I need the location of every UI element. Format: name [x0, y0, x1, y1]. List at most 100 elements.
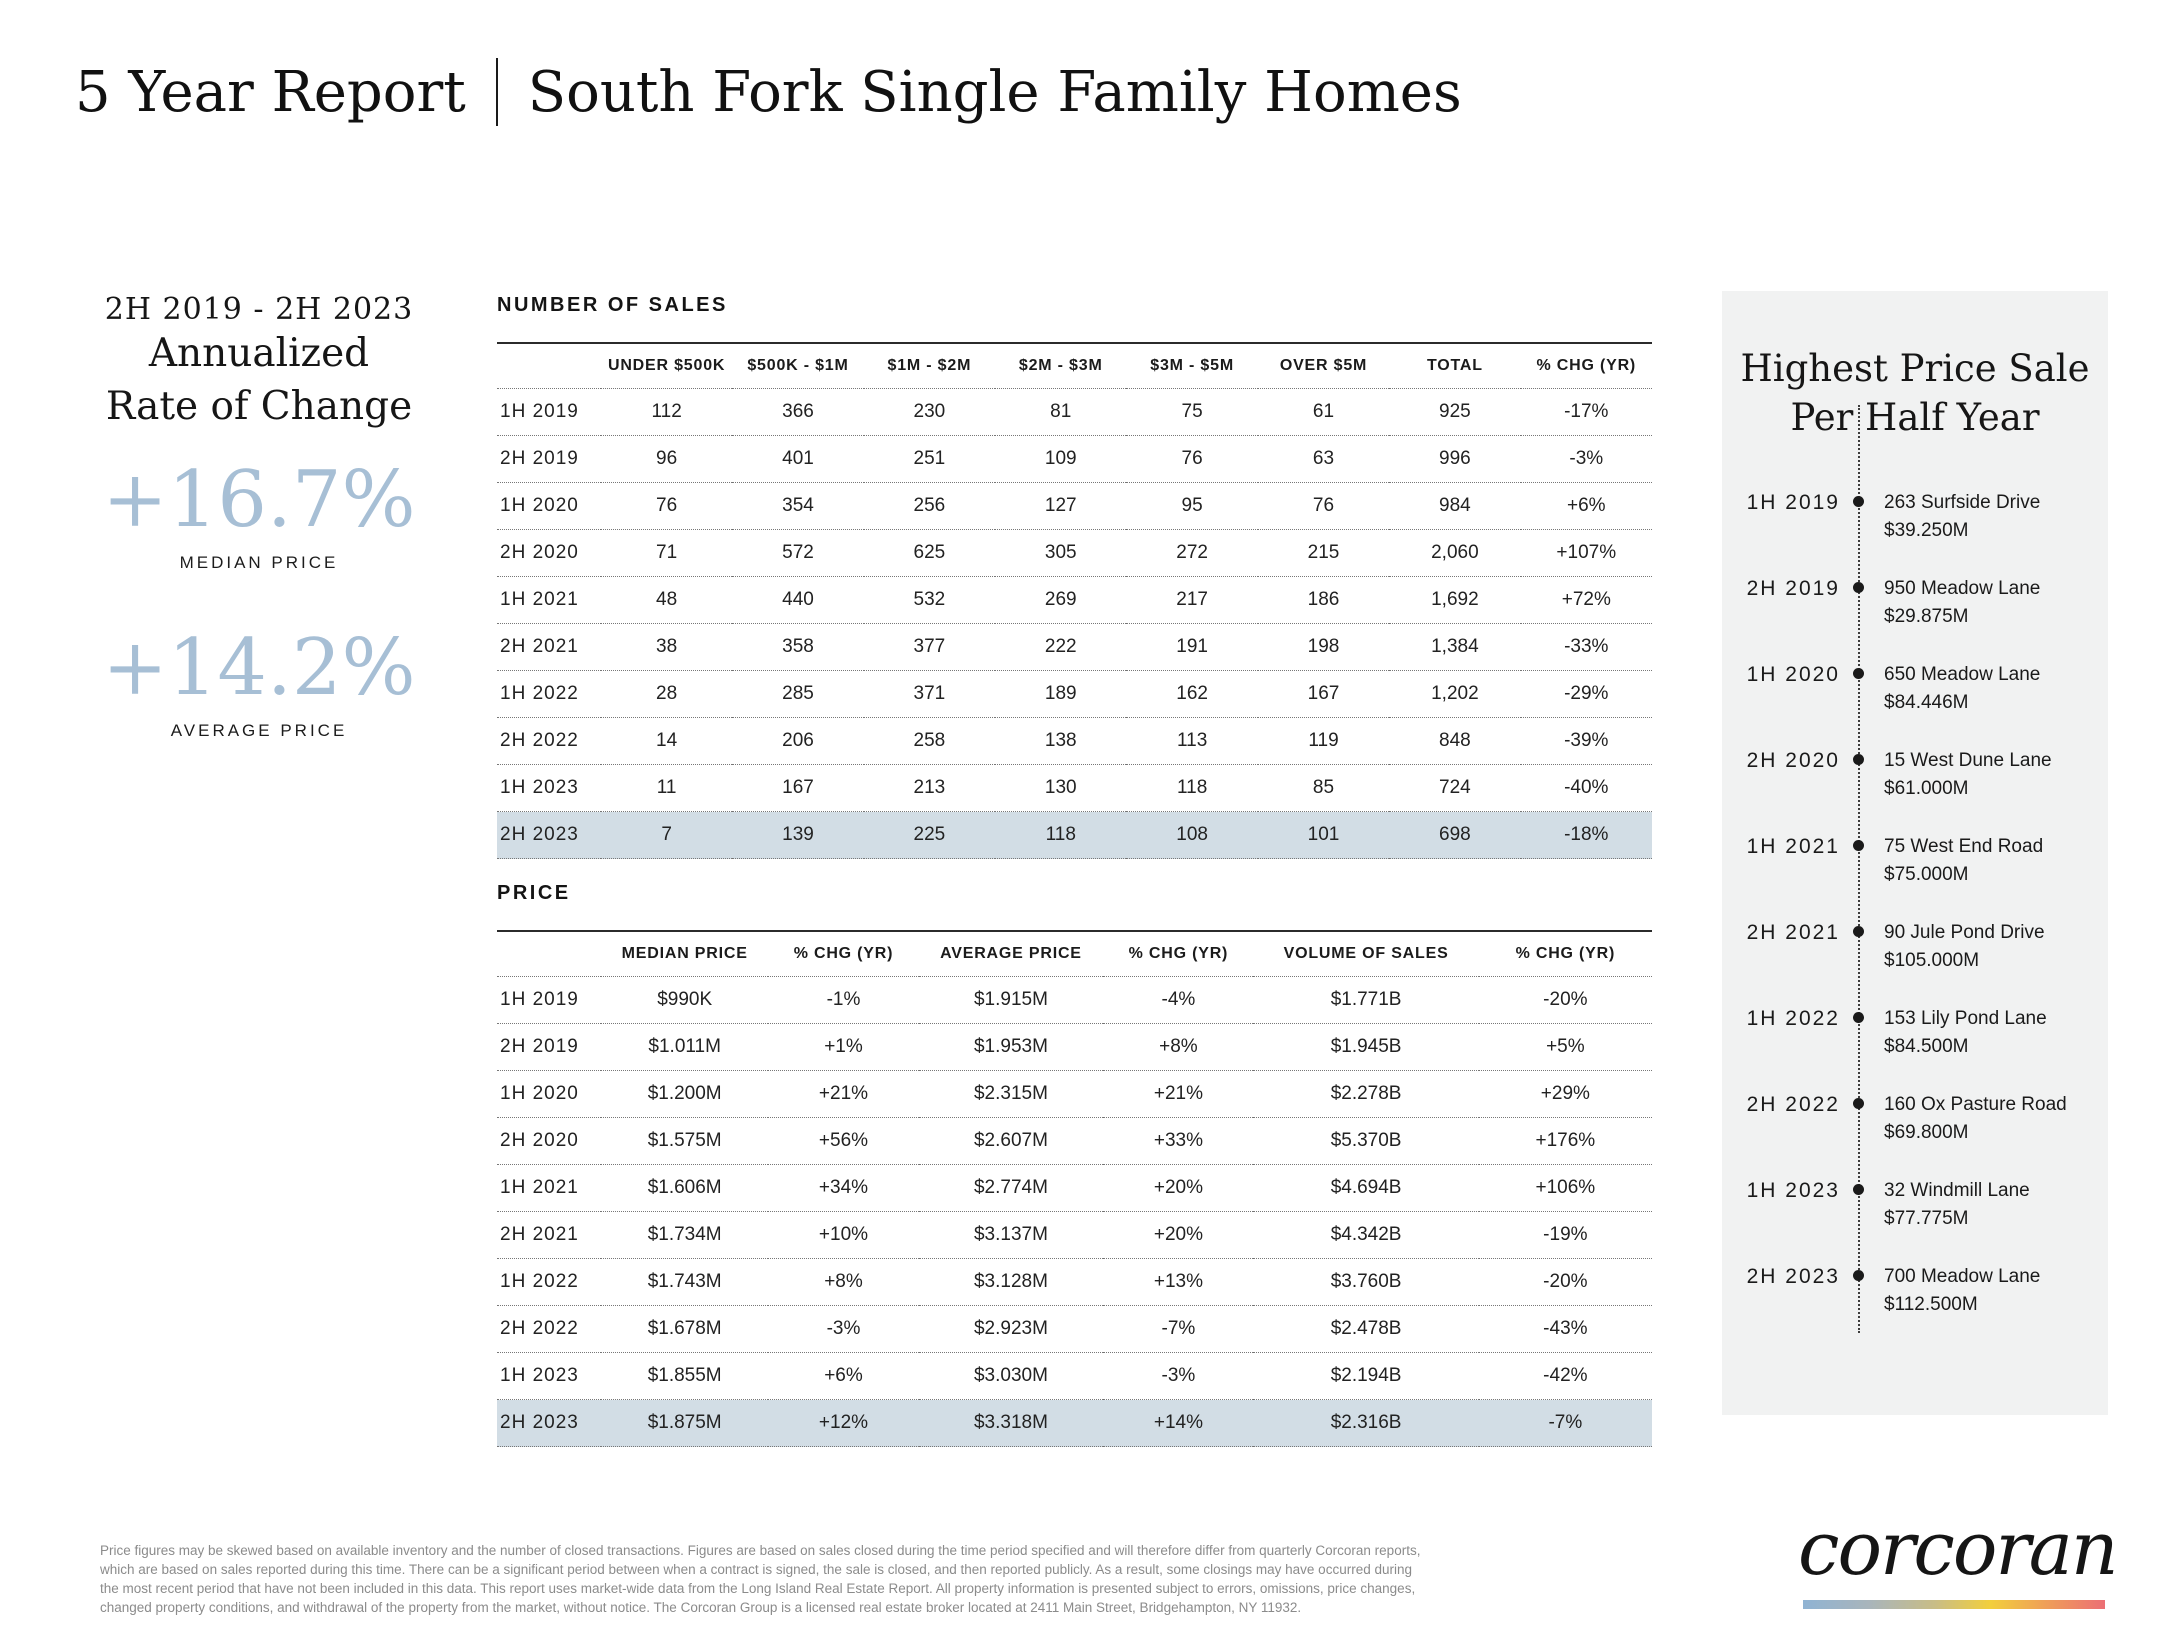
- column-header: TOTAL: [1389, 343, 1521, 389]
- cell-value: -29%: [1520, 670, 1652, 718]
- table-row: 2H 2020 $1.575M +56% $2.607M +33% $5.370B +176…: [497, 1117, 1652, 1165]
- highest-price-title-line2: Per Half Year: [1790, 395, 2040, 439]
- cell-value: $1.945B: [1253, 1023, 1479, 1071]
- table-row: 2H 2020 71 572 625 305 272 215 2,060 +107%: [497, 529, 1652, 577]
- row-period-label: 1H 2019: [497, 976, 601, 1024]
- cell-value: -42%: [1478, 1352, 1652, 1400]
- cell-value: $5.370B: [1253, 1117, 1479, 1165]
- cell-value: $1.743M: [600, 1258, 769, 1306]
- cell-value: +107%: [1520, 529, 1652, 577]
- sale-address: 263 Surfside Drive: [1884, 491, 2041, 513]
- row-period-label: 2H 2022: [497, 1305, 601, 1353]
- cell-value: $1.734M: [600, 1211, 769, 1259]
- cell-value: $4.694B: [1253, 1164, 1479, 1212]
- timeline-dot-icon: [1853, 1011, 1864, 1023]
- average-price-change-value: +14.2%: [102, 623, 416, 714]
- page-title-market: South Fork Single Family Homes: [527, 59, 1462, 125]
- column-header: [497, 931, 601, 977]
- cell-value: -39%: [1520, 717, 1652, 765]
- timeline-item: 1H 2021 75 West End Road $75.000M: [1722, 833, 2108, 891]
- cell-value: 127: [995, 482, 1127, 530]
- cell-value: $4.342B: [1253, 1211, 1479, 1259]
- timeline-item: 1H 2020 650 Meadow Lane $84.446M: [1722, 661, 2108, 719]
- timeline-dot-icon: [1853, 1183, 1864, 1195]
- cell-value: 130: [995, 764, 1127, 812]
- timeline-period-label: 1H 2019: [1746, 490, 1840, 514]
- cell-value: -19%: [1478, 1211, 1652, 1259]
- table-row: 2H 2023 $1.875M +12% $3.318M +14% $2.316B -7%: [497, 1399, 1652, 1447]
- timeline-period-label: 1H 2022: [1746, 1006, 1840, 1030]
- table-header-row: MEDIAN PRICE% CHG (YR) AVERAGE PRICE% CHG…: [497, 931, 1652, 977]
- cell-value: +21%: [768, 1070, 919, 1118]
- row-period-label: 1H 2023: [497, 1352, 601, 1400]
- timeline-period-label: 2H 2023: [1746, 1264, 1840, 1288]
- column-header: AVERAGE PRICE: [918, 931, 1104, 977]
- cell-value: +8%: [768, 1258, 919, 1306]
- cell-value: 85: [1257, 764, 1390, 812]
- timeline-item: 1H 2023 32 Windmill Lane $77.775M: [1722, 1177, 2108, 1235]
- cell-value: -43%: [1478, 1305, 1652, 1353]
- cell-value: 984: [1389, 482, 1521, 530]
- cell-value: +21%: [1103, 1070, 1254, 1118]
- row-period-label: 1H 2021: [497, 576, 601, 624]
- cell-value: -17%: [1520, 388, 1652, 436]
- cell-value: +20%: [1103, 1164, 1254, 1212]
- cell-value: $1.953M: [918, 1023, 1104, 1071]
- cell-value: $2.774M: [918, 1164, 1104, 1212]
- cell-value: +5%: [1478, 1023, 1652, 1071]
- cell-value: 112: [600, 388, 733, 436]
- cell-value: 138: [995, 717, 1127, 765]
- cell-value: $2.923M: [918, 1305, 1104, 1353]
- table-row: 1H 2023 11 167 213 130 118 85 724 -40%: [497, 764, 1652, 812]
- timeline-item: 2H 2022 160 Ox Pasture Road $69.800M: [1722, 1091, 2108, 1149]
- timeline-sale-info: 15 West Dune Lane $61.000M: [1884, 747, 2052, 804]
- timeline-dot-icon: [1853, 1097, 1864, 1109]
- row-period-label: 2H 2021: [497, 623, 601, 671]
- cell-value: 996: [1389, 435, 1521, 483]
- timeline-period-label: 1H 2023: [1746, 1178, 1840, 1202]
- cell-value: $3.128M: [918, 1258, 1104, 1306]
- timeline-sale-info: 160 Ox Pasture Road $69.800M: [1884, 1091, 2067, 1148]
- sale-address: 90 Jule Pond Drive: [1884, 921, 2045, 943]
- cell-value: +106%: [1478, 1164, 1652, 1212]
- timeline-dot-icon: [1853, 581, 1864, 593]
- row-period-label: 1H 2020: [497, 1070, 601, 1118]
- cell-value: 48: [600, 576, 733, 624]
- row-period-label: 2H 2023: [497, 1399, 601, 1447]
- cell-value: 256: [863, 482, 996, 530]
- table-row: 2H 2021 38 358 377 222 191 198 1,384 -33%: [497, 623, 1652, 671]
- row-period-label: 2H 2021: [497, 1211, 601, 1259]
- highest-price-panel: Highest Price Sale Per Half Year 1H 2019…: [1722, 291, 2108, 1415]
- timeline-item: 2H 2020 15 West Dune Lane $61.000M: [1722, 747, 2108, 805]
- timeline-item: 1H 2019 263 Surfside Drive $39.250M: [1722, 489, 2108, 547]
- table-row: 1H 2022 $1.743M +8% $3.128M +13% $3.760B -20%: [497, 1258, 1652, 1306]
- cell-value: +20%: [1103, 1211, 1254, 1259]
- cell-value: 81: [995, 388, 1127, 436]
- page-title-report: 5 Year Report: [75, 59, 466, 125]
- disclaimer-line: which are based on sales reported during…: [100, 1562, 1412, 1577]
- timeline-period-label: 2H 2021: [1746, 920, 1840, 944]
- cell-value: 191: [1126, 623, 1258, 671]
- number-of-sales-title: NUMBER OF SALES: [497, 294, 728, 316]
- cell-value: -7%: [1478, 1399, 1652, 1447]
- cell-value: 198: [1257, 623, 1390, 671]
- cell-value: 217: [1126, 576, 1258, 624]
- cell-value: 572: [732, 529, 864, 577]
- median-price-change-value: +16.7%: [102, 455, 416, 546]
- cell-value: 305: [995, 529, 1127, 577]
- column-header: % CHG (YR): [1103, 931, 1254, 977]
- table-row: 1H 2021 $1.606M +34% $2.774M +20% $4.694B +106…: [497, 1164, 1652, 1212]
- column-header: [497, 343, 601, 389]
- sale-address: 160 Ox Pasture Road: [1884, 1093, 2067, 1115]
- table-row: 2H 2023 7 139 225 118 108 101 698 -18%: [497, 811, 1652, 859]
- timeline-item: 2H 2021 90 Jule Pond Drive $105.000M: [1722, 919, 2108, 977]
- average-price-change-label: AVERAGE PRICE: [170, 721, 348, 741]
- timeline-sale-info: 700 Meadow Lane $112.500M: [1884, 1263, 2040, 1320]
- stats-heading-line1: Annualized: [148, 331, 370, 376]
- cell-value: 269: [995, 576, 1127, 624]
- cell-value: $2.478B: [1253, 1305, 1479, 1353]
- sale-price: $75.000M: [1884, 864, 1969, 886]
- cell-value: 7: [600, 811, 733, 859]
- median-price-change-label: MEDIAN PRICE: [179, 553, 339, 573]
- cell-value: 76: [1257, 482, 1390, 530]
